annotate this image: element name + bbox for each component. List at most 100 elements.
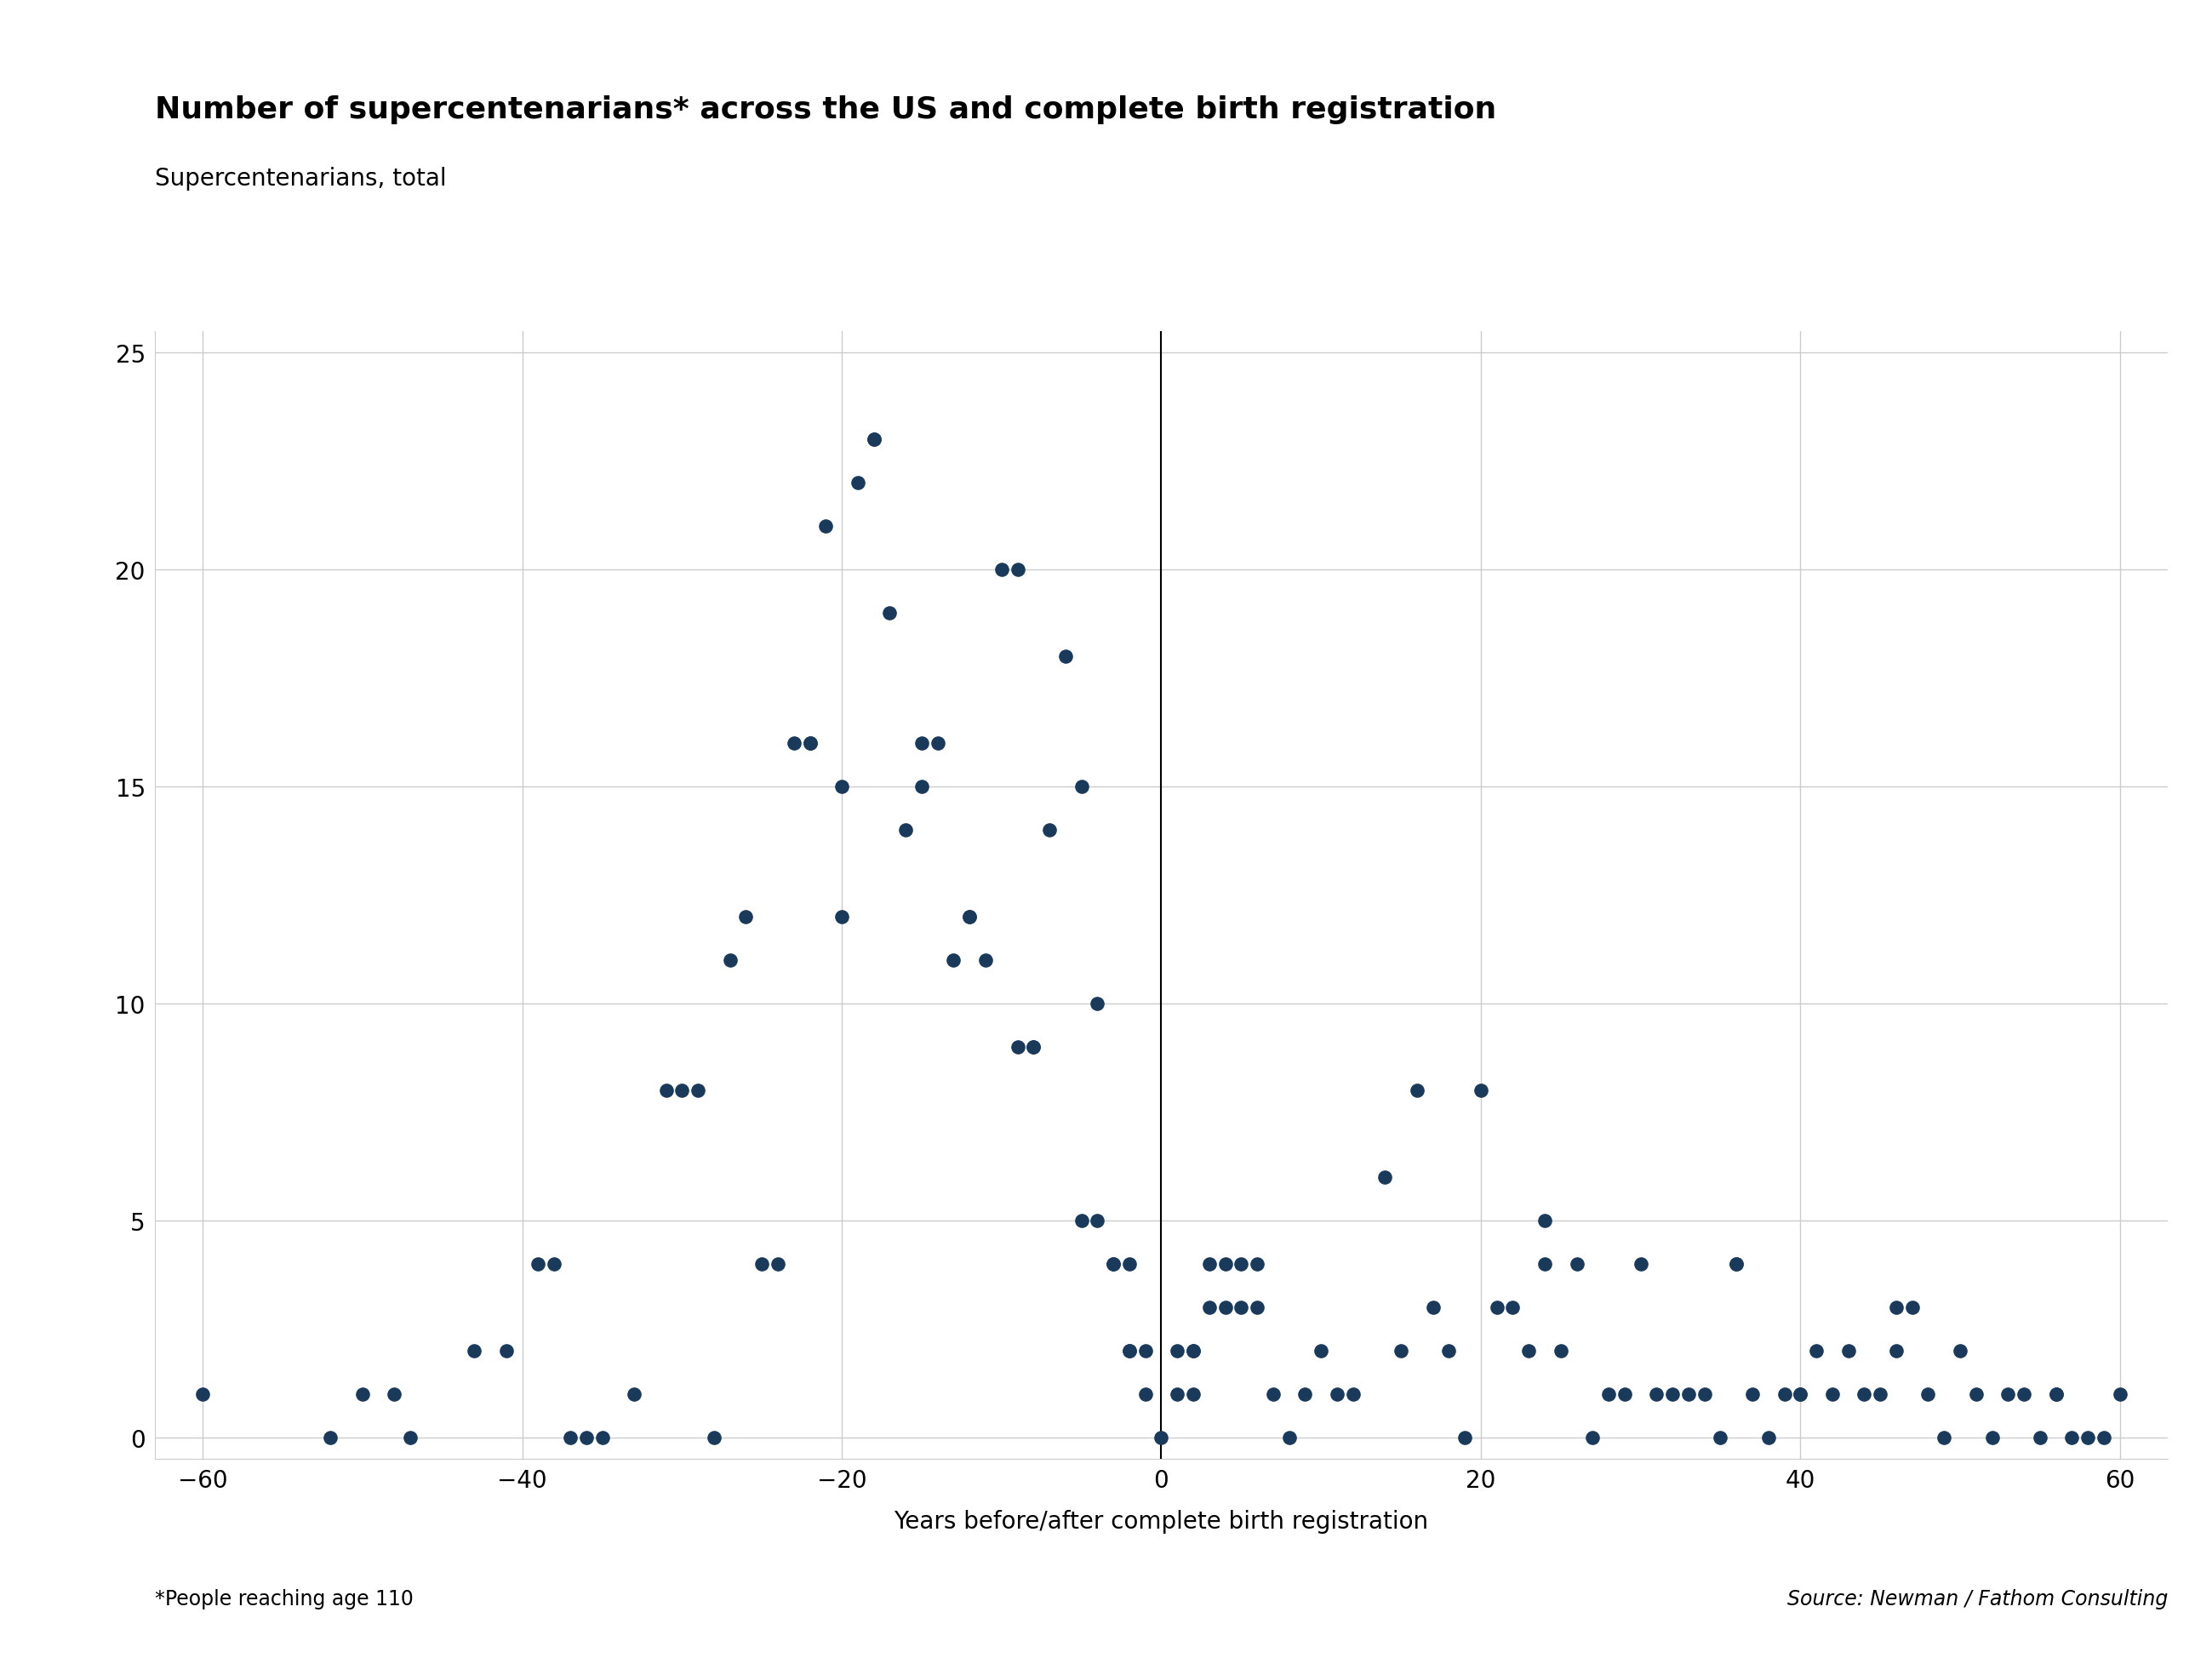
Point	[1590, 1381, 1626, 1408]
Point	[1893, 1293, 1929, 1320]
Point	[1223, 1250, 1259, 1277]
Point	[1606, 1381, 1641, 1408]
Point	[969, 947, 1004, 973]
Point	[584, 1424, 619, 1451]
Point	[1878, 1293, 1913, 1320]
Point	[1159, 1381, 1194, 1408]
Point	[394, 1424, 429, 1451]
Text: Number of supercentenarians* across the US and complete birth registration: Number of supercentenarians* across the …	[155, 96, 1495, 124]
Point	[1192, 1293, 1228, 1320]
Point	[2037, 1381, 2073, 1408]
Point	[825, 774, 860, 801]
Point	[1670, 1381, 1705, 1408]
Point	[951, 904, 987, 930]
Point	[1064, 1207, 1099, 1234]
Point	[841, 471, 876, 497]
Point	[1239, 1293, 1274, 1320]
Point	[1655, 1381, 1690, 1408]
Point	[1688, 1381, 1723, 1408]
Point	[1318, 1381, 1354, 1408]
Point	[1000, 557, 1035, 584]
Point	[1208, 1293, 1243, 1320]
Point	[2037, 1381, 2073, 1408]
Point	[905, 730, 940, 756]
Point	[807, 514, 843, 541]
Point	[345, 1381, 380, 1408]
Point	[1767, 1381, 1803, 1408]
Point	[489, 1338, 524, 1365]
Point	[1511, 1338, 1546, 1365]
Point	[1559, 1250, 1595, 1277]
Point	[776, 730, 812, 756]
Point	[1575, 1424, 1610, 1451]
Point	[2070, 1424, 2106, 1451]
Point	[312, 1424, 347, 1451]
Point	[1526, 1250, 1562, 1277]
Point	[905, 774, 940, 801]
Point	[2022, 1424, 2057, 1451]
Point	[1447, 1424, 1482, 1451]
Point	[792, 730, 827, 756]
Point	[1303, 1338, 1338, 1365]
Point	[1719, 1250, 1754, 1277]
Point	[1734, 1381, 1770, 1408]
Point	[1144, 1424, 1179, 1451]
Point	[1847, 1381, 1882, 1408]
Point	[553, 1424, 588, 1451]
Point	[617, 1381, 653, 1408]
Point	[664, 1078, 699, 1104]
Point	[1015, 1035, 1051, 1061]
Point	[1480, 1293, 1515, 1320]
Point	[1958, 1381, 1993, 1408]
Point	[1367, 1164, 1402, 1190]
Point	[1942, 1338, 1978, 1365]
Point	[1495, 1293, 1531, 1320]
Point	[1239, 1250, 1274, 1277]
Point	[568, 1424, 604, 1451]
X-axis label: Years before/after complete birth registration: Years before/after complete birth regist…	[894, 1509, 1429, 1532]
Point	[1783, 1381, 1818, 1408]
Point	[1287, 1381, 1323, 1408]
Point	[1783, 1381, 1818, 1408]
Point	[920, 730, 956, 756]
Point	[1256, 1381, 1292, 1408]
Point	[856, 426, 891, 453]
Point	[1159, 1338, 1194, 1365]
Point	[1175, 1338, 1210, 1365]
Point	[984, 557, 1020, 584]
Point	[1079, 1207, 1115, 1234]
Point	[1113, 1250, 1148, 1277]
Point	[1015, 1035, 1051, 1061]
Point	[1336, 1381, 1371, 1408]
Point	[1624, 1250, 1659, 1277]
Point	[1431, 1338, 1467, 1365]
Point	[1991, 1381, 2026, 1408]
Point	[1814, 1381, 1849, 1408]
Point	[887, 817, 922, 844]
Point	[936, 947, 971, 973]
Point	[538, 1250, 573, 1277]
Point	[520, 1250, 555, 1277]
Point	[1031, 817, 1066, 844]
Text: Source: Newman / Fathom Consulting: Source: Newman / Fathom Consulting	[1787, 1588, 2168, 1608]
Text: Supercentenarians, total: Supercentenarians, total	[155, 167, 447, 191]
Point	[743, 1250, 779, 1277]
Point	[1095, 1250, 1130, 1277]
Point	[1750, 1424, 1785, 1451]
Point	[2006, 1381, 2042, 1408]
Point	[186, 1381, 221, 1408]
Point	[1208, 1250, 1243, 1277]
Point	[1095, 1250, 1130, 1277]
Point	[648, 1078, 684, 1104]
Point	[1416, 1293, 1451, 1320]
Point	[1223, 1293, 1259, 1320]
Point	[1863, 1381, 1898, 1408]
Point	[1064, 774, 1099, 801]
Point	[856, 426, 891, 453]
Point	[697, 1424, 732, 1451]
Point	[825, 904, 860, 930]
Text: *People reaching age 110: *People reaching age 110	[155, 1588, 414, 1608]
Point	[1113, 1338, 1148, 1365]
Point	[1911, 1381, 1947, 1408]
Point	[1975, 1424, 2011, 1451]
